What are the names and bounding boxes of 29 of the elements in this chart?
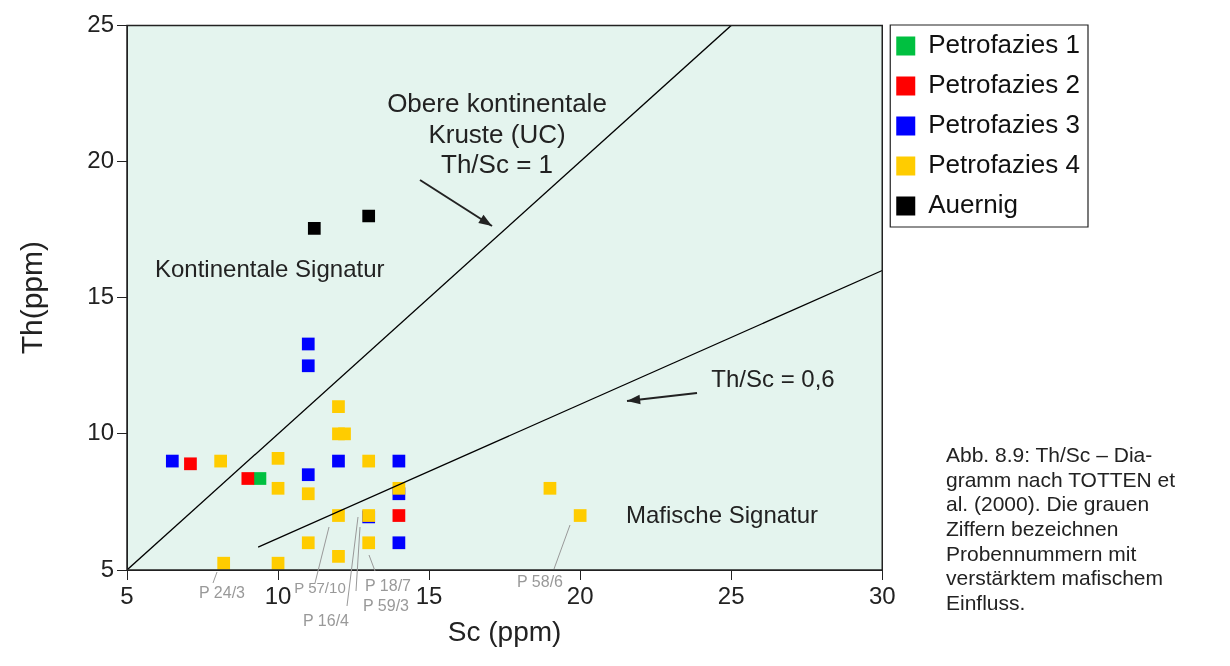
annotation: Obere kontinentale Kruste (UC) Th/Sc = 1 — [387, 88, 607, 180]
y-tick-label: 10 — [87, 418, 114, 446]
legend-label: Petrofazies 2 — [928, 69, 1080, 100]
x-tick-label: 15 — [415, 582, 443, 610]
text: P 58/6 — [517, 573, 564, 591]
text: P 18/7 — [365, 577, 412, 595]
text: P 24/3 — [199, 584, 246, 602]
x-tick-label: 20 — [566, 582, 594, 610]
legend-label: Auernig — [928, 189, 1018, 220]
x-tick-label: 10 — [264, 582, 292, 610]
x-tick-label: 5 — [120, 582, 134, 610]
text: P 57/10 — [294, 578, 346, 596]
annotation: Kontinentale Signatur — [155, 254, 385, 282]
y-tick-label: 20 — [87, 146, 114, 174]
y-tick-label: 25 — [87, 10, 114, 38]
legend-label: Petrofazies 3 — [928, 109, 1080, 140]
annotation: Th/Sc = 0,6 — [711, 364, 835, 392]
x-tick-label: 25 — [717, 582, 745, 610]
x-axis-title: Sc (ppm) — [447, 615, 562, 647]
annotation: Mafische Signatur — [626, 500, 819, 528]
legend-label: Petrofazies 1 — [928, 29, 1080, 60]
x-tick-label: 30 — [868, 582, 896, 610]
y-tick-label: 5 — [100, 554, 114, 582]
legend-label: Petrofazies 4 — [928, 149, 1080, 180]
text: P 16/4 — [303, 612, 350, 630]
y-axis-title: Th(ppm) — [15, 241, 49, 355]
caption: Abb. 8.9: Th/Sc – Dia- gramm nach TOTTEN et al. (2000). Die grauen Ziffern bezeichnen Probennummern mit verstärktem mafischem Einfluss. — [946, 443, 1176, 614]
text: P 59/3 — [363, 597, 410, 615]
y-tick-label: 15 — [87, 282, 114, 310]
